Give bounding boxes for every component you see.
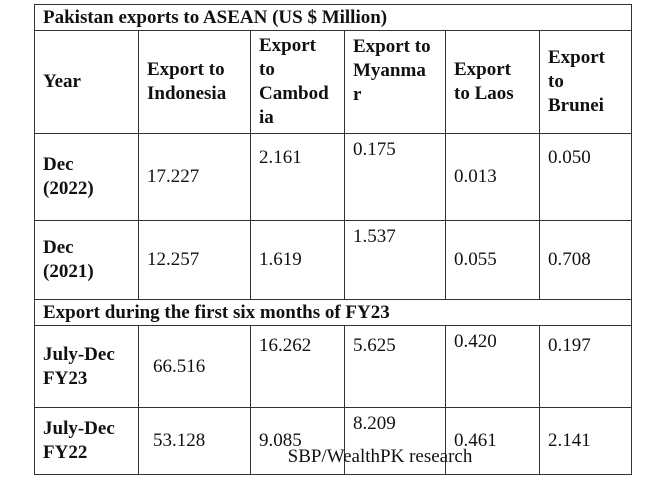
- exports-table: Pakistan exports to ASEAN (US $ Million)…: [33, 4, 633, 475]
- table-title-row: Pakistan exports to ASEAN (US $ Million): [33, 4, 633, 31]
- table-row: July-Dec FY23 66.516 16.262 5.625 0.420 …: [34, 325, 633, 408]
- header-year: Year: [34, 30, 139, 134]
- value-cambodia: 16.262: [250, 325, 345, 408]
- value-myanmar: 1.537: [344, 220, 446, 300]
- value-brunei: 0.197: [538, 325, 633, 408]
- table-row: Dec (2022) 17.227 2.161 0.175 0.013 0.05…: [34, 133, 633, 221]
- table-title: Pakistan exports to ASEAN (US $ Million): [33, 4, 633, 31]
- table-row: Dec (2021) 12.257 1.619 1.537 0.055 0.70…: [34, 220, 633, 300]
- header-cambodia: Export to Cambod ia: [250, 30, 345, 134]
- header-myanmar: Export to Myanma r: [344, 30, 446, 134]
- row-year: Dec (2022): [34, 133, 139, 221]
- value-indonesia: 66.516: [138, 325, 251, 408]
- value-brunei: 2.141: [538, 407, 633, 475]
- value-laos: 0.013: [445, 133, 540, 221]
- value-laos: 0.420: [445, 325, 540, 408]
- value-myanmar: 0.175: [344, 133, 446, 221]
- value-cambodia: 2.161: [250, 133, 345, 221]
- value-indonesia: 53.128: [138, 407, 251, 475]
- section-title: Export during the first six months of FY…: [33, 299, 633, 326]
- value-myanmar: 5.625: [344, 325, 446, 408]
- value-laos: 0.055: [445, 220, 540, 300]
- header-brunei: Export to Brunei: [538, 30, 633, 134]
- section-row: Export during the first six months of FY…: [33, 299, 633, 326]
- row-year: July-Dec FY23: [34, 325, 139, 408]
- source-caption: SBP/WealthPK research: [287, 446, 473, 467]
- header-indonesia: Export to Indonesia: [138, 30, 251, 134]
- value-myanmar: 8.209: [344, 407, 446, 475]
- value-indonesia: 12.257: [138, 220, 251, 300]
- header-row: Year Export to Indonesia Export to Cambo…: [34, 30, 633, 134]
- row-year: July-Dec FY22: [34, 407, 139, 475]
- value-laos: 0.461: [445, 407, 540, 475]
- value-brunei: 0.050: [538, 133, 633, 221]
- header-laos: Export to Laos: [445, 30, 540, 134]
- value-indonesia: 17.227: [138, 133, 251, 221]
- row-year: Dec (2021): [34, 220, 139, 300]
- value-cambodia: 9.085: [250, 407, 345, 475]
- value-brunei: 0.708: [538, 220, 633, 300]
- table-row: July-Dec FY22 53.128 9.085 8.209 0.461 2…: [34, 407, 633, 475]
- value-cambodia: 1.619: [250, 220, 345, 300]
